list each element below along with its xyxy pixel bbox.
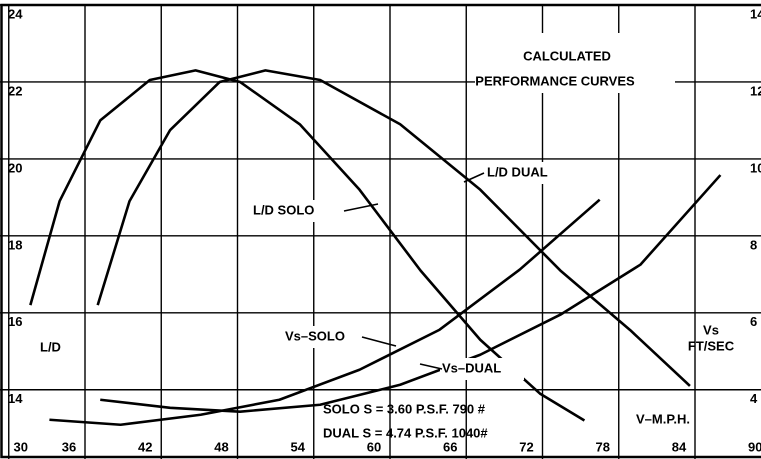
x-tick-label: 60 xyxy=(367,439,381,454)
y-tick-label: 24 xyxy=(8,6,23,21)
x-tick-label: 84 xyxy=(672,439,687,454)
annotation: L/D DUAL xyxy=(487,164,548,179)
label-backdrop xyxy=(252,200,344,222)
arrow xyxy=(419,363,443,370)
x-axis-label: V–M.P.H. xyxy=(636,411,690,426)
x-tick-label: 36 xyxy=(62,439,76,454)
y2-tick-label: 12 xyxy=(750,83,761,98)
y-tick-label: 16 xyxy=(8,314,22,329)
y2-axis-label: Vs xyxy=(703,322,719,337)
x-tick-label: 72 xyxy=(519,439,533,454)
curve xyxy=(100,174,722,413)
annotation: SOLO S = 3.60 P.S.F. 790 # xyxy=(323,401,486,416)
annotation: L/D SOLO xyxy=(253,202,314,217)
title-backdrop xyxy=(475,33,675,93)
annotation: Vs–DUAL xyxy=(442,360,501,375)
y2-tick-label: 10 xyxy=(750,160,761,175)
y2-tick-label: 14 xyxy=(750,6,761,21)
annotation: Vs–SOLO xyxy=(285,328,345,343)
curve xyxy=(96,69,691,387)
chart-title: CALCULATED xyxy=(523,48,611,63)
arrow xyxy=(463,172,485,183)
arrow xyxy=(361,336,397,347)
x-tick-label: 78 xyxy=(596,439,610,454)
y-tick-label: 22 xyxy=(8,83,22,98)
label-backdrop xyxy=(485,162,575,184)
curve xyxy=(49,198,601,427)
label-backdrop xyxy=(283,326,365,348)
y-tick-label: 18 xyxy=(8,237,22,252)
x-tick-label: 42 xyxy=(138,439,152,454)
arrow xyxy=(343,203,379,212)
x-tick-label: 30 xyxy=(14,439,28,454)
x-tick-label: 90 xyxy=(748,439,761,454)
y-tick-label: 14 xyxy=(8,391,23,406)
y2-tick-label: 4 xyxy=(750,391,758,406)
chart-subtitle: PERFORMANCE CURVES xyxy=(475,73,635,88)
annotation: DUAL S = 4.74 P.S.F. 1040# xyxy=(323,425,488,440)
plot-border xyxy=(0,3,761,459)
y2-tick-label: 6 xyxy=(750,314,757,329)
x-tick-label: 48 xyxy=(214,439,228,454)
label-backdrop xyxy=(440,358,524,380)
y2-axis-units: FT/SEC xyxy=(688,338,735,353)
y-axis-label: L/D xyxy=(40,339,61,354)
x-tick-label: 66 xyxy=(443,439,457,454)
y2-tick-label: 8 xyxy=(750,237,757,252)
y-tick-label: 20 xyxy=(8,160,22,175)
x-tick-label: 54 xyxy=(291,439,306,454)
curve-layer xyxy=(29,69,722,427)
